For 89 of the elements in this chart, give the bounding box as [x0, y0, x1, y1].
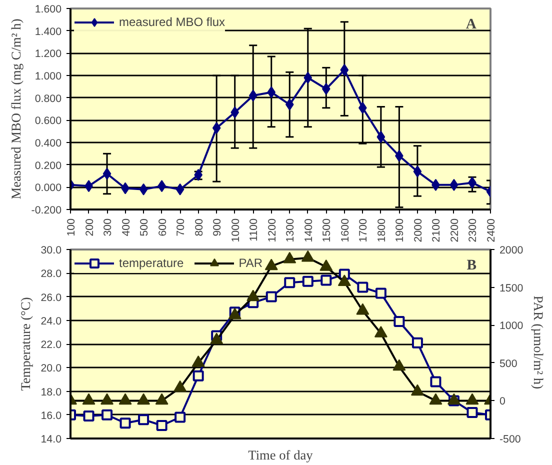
- point: [450, 178, 458, 191]
- point: [139, 183, 148, 196]
- point: [302, 276, 314, 287]
- y-tick-label: 0.800: [34, 92, 62, 105]
- x-tick-label: 1700: [358, 218, 370, 242]
- x-tick-label: 1300: [284, 218, 297, 242]
- y2-tick-label: 2000: [500, 244, 524, 256]
- y-tick-label: -0.200: [31, 204, 62, 216]
- y-tick-label: 20.0: [40, 362, 62, 375]
- x-tick-label: 1200: [266, 218, 278, 242]
- legend-label: PAR: [238, 256, 262, 270]
- point: [102, 168, 112, 180]
- x-tick-label: 1100: [248, 218, 260, 242]
- x-tick-label: 1000: [230, 218, 242, 242]
- x-tick-label: 2400: [486, 218, 498, 242]
- point: [430, 376, 442, 388]
- y-tick-label: 16.0: [40, 410, 62, 422]
- x-axis-title: Time of day: [248, 448, 314, 462]
- y-axis-title: Temperature (°C): [18, 297, 33, 391]
- point: [176, 183, 184, 196]
- y2-tick-label: 500: [500, 358, 518, 370]
- point: [413, 166, 422, 178]
- y-tick-label: 0.400: [34, 138, 62, 150]
- y-tick-label: 1.000: [34, 70, 62, 82]
- y-tick-label: 30.0: [40, 244, 62, 256]
- point: [375, 288, 386, 299]
- point: [138, 414, 150, 426]
- point: [102, 409, 113, 420]
- point: [322, 82, 330, 95]
- point: [120, 418, 131, 429]
- x-tick-label: 300: [102, 218, 114, 236]
- y-tick-label: 22.0: [40, 339, 62, 351]
- point: [267, 86, 276, 98]
- point: [394, 316, 405, 328]
- y2-tick-label: -500: [500, 434, 521, 446]
- y2-tick-label: 0: [500, 396, 506, 408]
- point: [340, 64, 349, 76]
- x-tick-label: 2100: [430, 218, 443, 242]
- y2-tick-label: 1000: [500, 320, 524, 332]
- x-tick-label: 1400: [302, 218, 315, 242]
- legend-label: temperature: [119, 256, 184, 270]
- y-tick-label: 0.200: [34, 160, 62, 172]
- point: [304, 72, 312, 84]
- x-tick-label: 400: [120, 218, 132, 236]
- point: [320, 274, 332, 286]
- y-tick-label: 14.0: [40, 434, 62, 446]
- y-tick-label: 1.200: [34, 48, 62, 60]
- y2-axis-title: PAR (µmol/m² h): [531, 296, 546, 390]
- x-tick-label: 1800: [376, 218, 388, 242]
- point: [412, 337, 423, 348]
- point: [285, 98, 294, 111]
- x-tick-label: 2200: [448, 218, 461, 242]
- point: [83, 410, 94, 422]
- y-tick-label: 1.600: [34, 4, 62, 16]
- annotation: B: [466, 258, 477, 274]
- point: [192, 370, 204, 382]
- x-tick-label: 100: [66, 218, 78, 236]
- x-tick-label: 700: [175, 218, 188, 236]
- point: [266, 291, 277, 302]
- x-tick-label: 1500: [321, 218, 334, 242]
- point: [466, 407, 478, 418]
- x-tick-label: 600: [156, 218, 169, 236]
- x-tick-label: 2000: [412, 218, 424, 242]
- annotation: A: [466, 16, 477, 32]
- y-axis-title: Measured MBO flux (mg C/m² h): [8, 18, 24, 200]
- x-tick-label: 900: [212, 218, 224, 236]
- y-tick-label: 18.0: [40, 386, 62, 398]
- x-tick-label: 200: [84, 218, 96, 236]
- point: [156, 420, 168, 432]
- point: [284, 277, 296, 288]
- point: [212, 122, 221, 134]
- y-tick-label: 24.0: [40, 315, 62, 328]
- point: [376, 130, 386, 143]
- y-tick-label: 26.0: [40, 292, 62, 304]
- point: [230, 106, 240, 118]
- x-tick-label: 500: [138, 218, 151, 236]
- y-tick-label: 0.000: [34, 182, 62, 194]
- legend-label: measured MBO flux: [119, 15, 226, 29]
- y-tick-label: 28.0: [40, 268, 62, 280]
- point: [174, 412, 186, 423]
- x-tick-label: 2300: [467, 218, 480, 242]
- point: [357, 282, 368, 293]
- y-tick-label: 0.600: [34, 115, 62, 128]
- point: [248, 90, 258, 102]
- x-tick-label: 1900: [394, 218, 406, 242]
- x-tick-label: 800: [193, 218, 206, 236]
- x-tick-label: 1600: [339, 218, 352, 242]
- y-tick-label: 1.400: [34, 26, 62, 38]
- y2-tick-label: 1500: [500, 282, 524, 294]
